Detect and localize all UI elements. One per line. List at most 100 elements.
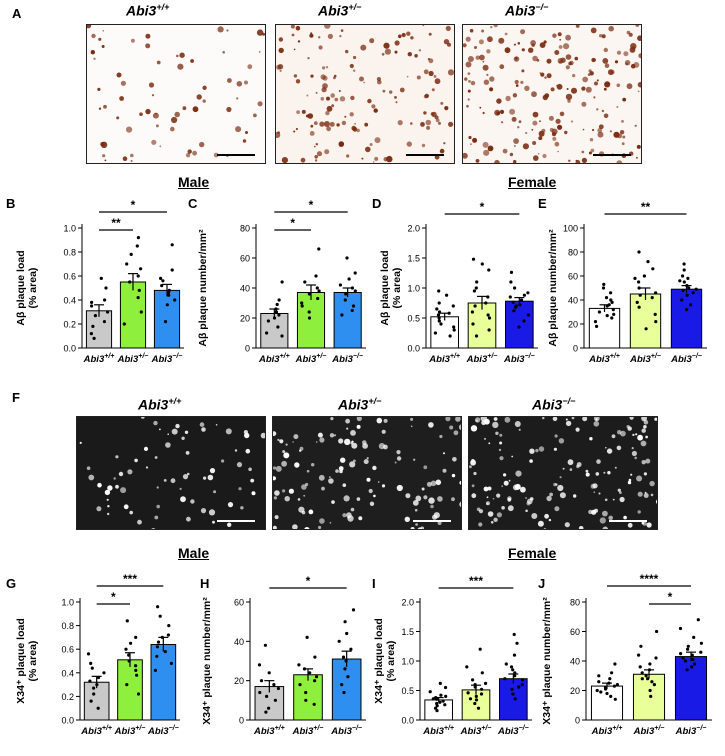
data-point <box>156 640 161 644</box>
plaque-dot <box>483 79 490 85</box>
plaque-dot <box>622 97 627 102</box>
data-point <box>471 257 476 261</box>
plaque-dot <box>559 60 562 64</box>
plaque-dot <box>349 461 356 468</box>
plaque-dot <box>331 500 335 504</box>
data-point <box>257 663 262 667</box>
plaque-dot <box>288 488 294 494</box>
x34-image-wt <box>76 416 266 530</box>
plaque-dot <box>432 514 438 520</box>
data-point <box>601 286 606 290</box>
data-point <box>650 680 654 684</box>
plaque-dot <box>619 491 622 494</box>
panel-label-h: H <box>200 576 210 591</box>
y-tick-label: 1.0 <box>401 657 414 667</box>
plaque-dot <box>646 522 652 528</box>
plaque-dot <box>557 124 563 130</box>
plaque-dot <box>378 443 385 450</box>
y-axis-label: Aβ plaque load <box>15 250 27 325</box>
y-axis-label: X34⁺ plaque load <box>373 618 385 703</box>
plaque-dot <box>521 69 525 73</box>
plaque-dot <box>426 481 432 487</box>
y-tick-label: 1.0 <box>63 224 76 234</box>
data-point <box>468 697 473 701</box>
plaque-dot <box>351 442 358 449</box>
plaque-dot <box>512 484 519 491</box>
data-point <box>351 304 356 308</box>
data-point <box>681 288 685 292</box>
data-point <box>265 694 269 698</box>
data-point <box>472 289 476 293</box>
plaque-dot <box>414 54 418 58</box>
chart-svg-b: 0.0 0.2 0.4 0.6 0.8 1.0 Aβ plaque load (% area)… <box>15 198 184 365</box>
genotype-sup: +/− <box>368 396 382 406</box>
plaque-dot <box>590 27 597 34</box>
plaque-dot <box>617 430 622 435</box>
x-tick-label: Abi3+/+ <box>83 353 115 365</box>
plaque-dot <box>499 109 505 114</box>
plaque-dot <box>134 458 138 463</box>
plaque-dot <box>484 418 490 425</box>
data-point <box>514 304 518 308</box>
panel-label-f: F <box>12 390 20 405</box>
data-point <box>136 274 140 278</box>
plaque-dot <box>97 87 101 91</box>
ihc-image-wt-svg <box>87 25 265 162</box>
plaque-dot <box>283 452 290 459</box>
plaque-dot <box>494 109 501 116</box>
plaque-dot <box>410 36 414 40</box>
plaque-dot <box>557 150 559 153</box>
plaque-dot <box>487 145 494 152</box>
genotype-sup: +/− <box>348 2 362 12</box>
plaque-dot <box>209 468 216 474</box>
plaque-dot <box>101 45 105 48</box>
plaque-dot <box>614 466 617 469</box>
plaque-dot <box>597 128 603 133</box>
plaque-dot <box>595 418 598 421</box>
data-point <box>692 635 696 639</box>
panel-label-a: A <box>12 6 22 21</box>
plaque-dot <box>482 141 489 148</box>
data-point <box>522 319 526 323</box>
plaque-dot <box>537 153 540 155</box>
data-point <box>313 679 317 683</box>
plaque-dot <box>585 469 589 473</box>
plaque-dot <box>154 515 159 520</box>
plaque-dot <box>471 484 475 488</box>
data-point <box>437 289 441 293</box>
plaque-dot <box>558 438 565 444</box>
plaque-dot <box>383 418 388 423</box>
y-tick-label: 0.2 <box>63 320 76 330</box>
plaque-dot <box>538 136 543 141</box>
data-point <box>276 686 280 691</box>
plaque-dot <box>350 507 355 512</box>
data-point <box>681 274 685 278</box>
plaque-dot <box>424 93 429 99</box>
data-point <box>136 296 140 300</box>
plaque-dot <box>295 127 298 131</box>
y-tick-label: 2.0 <box>401 598 414 608</box>
plaque-dot <box>279 69 282 72</box>
data-point <box>90 304 94 308</box>
plaque-dot <box>192 106 199 113</box>
data-point <box>612 684 616 688</box>
y-axis-label: X34⁺ plaque load <box>15 618 27 703</box>
plaque-dot <box>145 108 151 115</box>
data-point <box>163 650 167 654</box>
plaque-dot <box>350 430 356 436</box>
data-point <box>609 291 613 295</box>
plaque-dot <box>207 474 214 481</box>
plaque-dot <box>495 431 499 435</box>
data-point <box>452 328 456 332</box>
plaque-dot <box>513 160 517 163</box>
panel-label-g: G <box>6 576 17 591</box>
data-point <box>451 304 455 308</box>
data-point <box>92 686 96 690</box>
plaque-dot <box>546 495 552 502</box>
sig-label: ** <box>641 200 651 214</box>
genotype-title-a-het: Abi3+/− <box>318 2 361 19</box>
plaque-dot <box>381 52 385 56</box>
data-point <box>136 236 140 240</box>
chart-d: 0.0 0.5 1.0 1.5 2.0 Aβ plaque load (% area) Abi… <box>378 200 546 378</box>
plaque-dot <box>565 420 572 427</box>
